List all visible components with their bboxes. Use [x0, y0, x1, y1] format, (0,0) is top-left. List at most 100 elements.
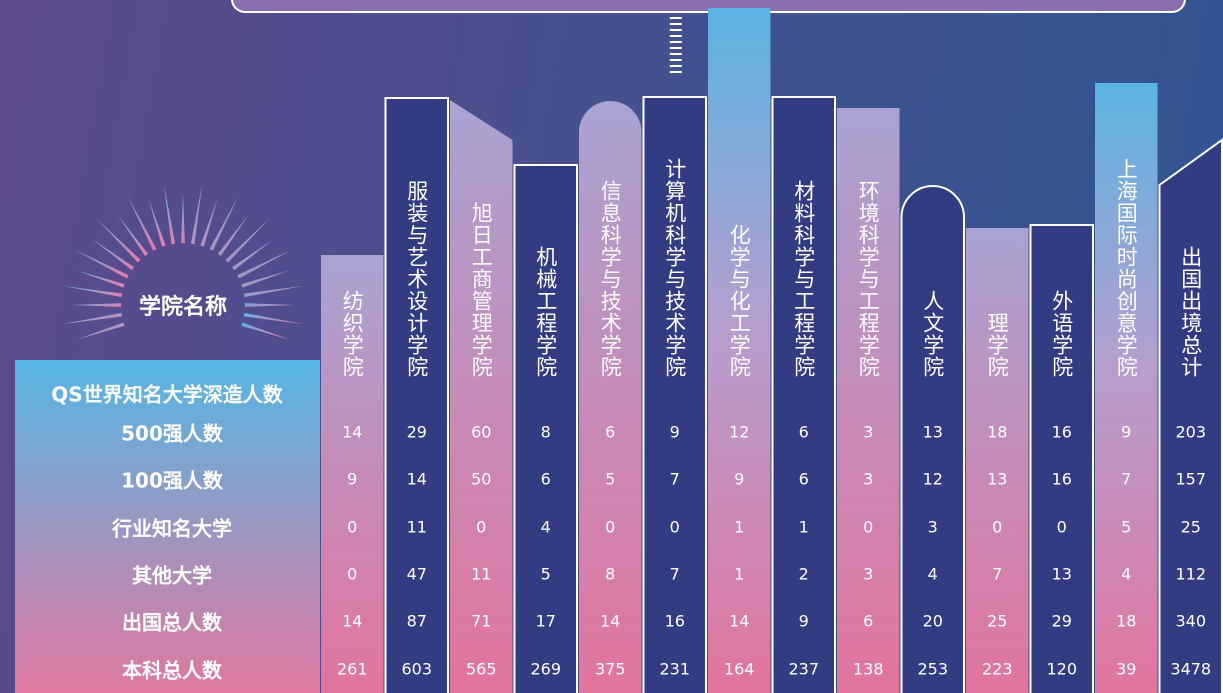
cell: 12 — [922, 469, 943, 489]
building — [579, 101, 642, 693]
cell: 231 — [659, 659, 691, 678]
cell: 18 — [987, 422, 1008, 442]
burst-ray — [217, 214, 249, 256]
cell: 50 — [471, 469, 492, 489]
cell: 6 — [540, 469, 551, 489]
cell: 9 — [1121, 422, 1132, 442]
cell: 16 — [1051, 469, 1072, 489]
burst-ray — [127, 196, 157, 251]
cell: 12 — [729, 422, 750, 442]
cell: 47 — [406, 564, 427, 584]
label-panel — [15, 360, 320, 693]
burst-ray — [190, 184, 203, 245]
cell: 7 — [1121, 469, 1132, 489]
row-label: 行业知名大学 — [112, 516, 232, 541]
column-header: 机械工程学院 — [533, 246, 558, 378]
cell: 0 — [669, 517, 680, 537]
cell: 138 — [852, 659, 884, 678]
row-header-title: QS世界知名大学深造人数 — [51, 382, 283, 407]
cell: 3 — [927, 517, 938, 537]
cell: 14 — [342, 422, 363, 442]
cell: 14 — [600, 611, 621, 631]
cell: 223 — [981, 659, 1013, 678]
building — [513, 164, 578, 693]
column-header: 理学院 — [985, 312, 1010, 378]
burst-ray — [62, 312, 123, 325]
column-header: 环境科学与工程学院 — [856, 180, 881, 378]
column-header: 上海国际时尚创意学院 — [1114, 158, 1139, 378]
cell: 375 — [594, 659, 626, 678]
cell: 3 — [863, 469, 874, 489]
cell: 71 — [471, 611, 492, 631]
cell: 29 — [1051, 611, 1072, 631]
cell: 16 — [1051, 422, 1072, 442]
cell: 39 — [1116, 659, 1137, 678]
cell: 14 — [406, 469, 427, 489]
cell: 3 — [863, 422, 874, 442]
cell: 20 — [922, 611, 943, 631]
cell: 16 — [664, 611, 685, 631]
cell: 9 — [798, 611, 809, 631]
cell: 269 — [530, 659, 562, 678]
corner-label: 学院名称 — [138, 295, 228, 320]
cell: 11 — [406, 517, 427, 537]
cell: 14 — [342, 611, 363, 631]
cell: 13 — [987, 469, 1008, 489]
cell: 157 — [1175, 469, 1207, 489]
column-header: 服装与艺术设计学院 — [404, 180, 429, 378]
cell: 0 — [863, 517, 874, 537]
column-header: 外语学院 — [1049, 290, 1074, 378]
cell: 5 — [540, 564, 551, 584]
cell: 7 — [992, 564, 1003, 584]
cell: 203 — [1175, 422, 1207, 442]
row-label: 500强人数 — [121, 421, 223, 446]
cell: 3 — [863, 564, 874, 584]
cell: 9 — [734, 469, 745, 489]
column-header: 人文学院 — [920, 290, 945, 378]
cell: 6 — [605, 422, 616, 442]
cell: 7 — [669, 564, 680, 584]
building — [642, 96, 707, 693]
row-label: 100强人数 — [121, 468, 223, 493]
burst-ray — [237, 249, 292, 279]
cell: 1 — [734, 517, 745, 537]
cell: 9 — [669, 422, 680, 442]
cell: 0 — [476, 517, 487, 537]
cell: 11 — [471, 564, 492, 584]
burst-ray — [244, 303, 295, 307]
cell: 18 — [1116, 611, 1137, 631]
column-header: 纺织学院 — [340, 290, 365, 378]
column-header: 旭日工商管理学院 — [469, 202, 494, 378]
burst-ray — [163, 184, 176, 245]
building — [771, 96, 836, 693]
cell: 4 — [540, 517, 551, 537]
cell: 8 — [540, 422, 551, 442]
cell: 0 — [347, 517, 358, 537]
building — [1029, 224, 1094, 693]
cell: 0 — [992, 517, 1003, 537]
cell: 5 — [605, 469, 616, 489]
burst-ray — [232, 239, 274, 271]
cell: 87 — [406, 611, 427, 631]
burst-ray — [225, 218, 270, 263]
building — [708, 8, 771, 693]
building — [900, 185, 965, 693]
cell: 120 — [1046, 659, 1078, 678]
column-header: 信息科学与技术学院 — [598, 180, 623, 378]
burst-ray — [209, 196, 239, 251]
cell: 7 — [669, 469, 680, 489]
cell: 60 — [471, 422, 492, 442]
cell: 3478 — [1170, 659, 1212, 678]
cell: 164 — [723, 659, 755, 678]
building — [1158, 138, 1223, 693]
cell: 237 — [788, 659, 820, 678]
column-header: 材料科学与工程学院 — [791, 180, 816, 378]
burst-ray — [74, 249, 129, 279]
row-label: 出国总人数 — [122, 610, 222, 635]
cell: 6 — [863, 611, 874, 631]
building — [450, 100, 513, 693]
burst-ray — [76, 322, 125, 340]
cell: 340 — [1175, 611, 1207, 631]
cell: 13 — [922, 422, 943, 442]
